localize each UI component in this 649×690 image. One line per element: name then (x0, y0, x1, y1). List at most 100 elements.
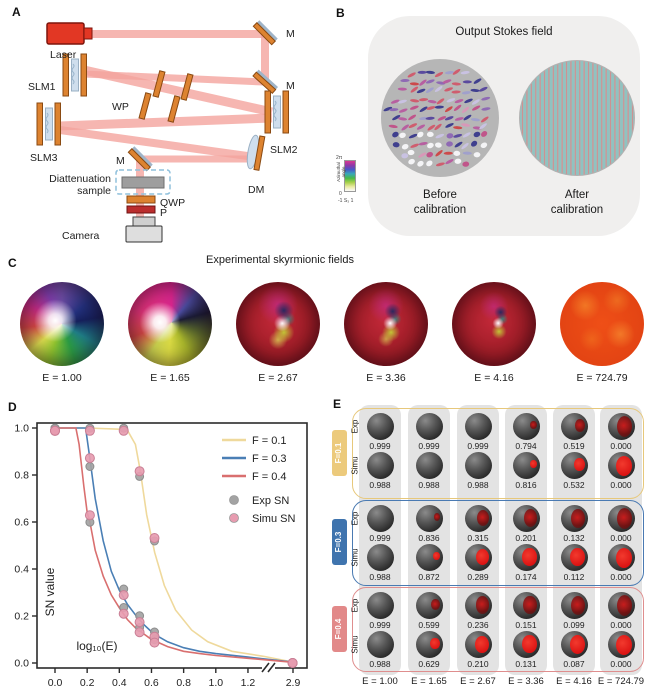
exp-sphere (607, 413, 635, 440)
red-defect-patch (433, 551, 440, 560)
curve-F0.4 (55, 427, 294, 664)
calibrated-stripe-field (520, 61, 634, 175)
red-defect-patch (616, 416, 632, 437)
y-tick-label: 1.0 (14, 423, 29, 435)
simu-sphere (415, 544, 443, 571)
x-tick-label: 0.4 (112, 677, 127, 689)
exp-sphere (512, 592, 540, 619)
column-strip (553, 405, 595, 675)
plot-frame (36, 422, 308, 669)
mirror-icon (252, 69, 279, 95)
sn-value: 0.532 (563, 480, 585, 490)
simu-sphere (560, 544, 588, 571)
simu-sphere (560, 631, 588, 658)
red-defect-patch (523, 595, 537, 615)
red-defect-patch (433, 513, 440, 521)
skyrmion-sphere (128, 282, 212, 366)
f-tab-label: F=0.4 (334, 618, 343, 639)
sn-value: 0.999 (467, 441, 489, 451)
legend-label: F = 0.4 (252, 471, 287, 483)
simu-sphere (512, 631, 540, 658)
exp-sphere (366, 505, 394, 532)
red-defect-patch (477, 509, 489, 526)
simu-sn-point (134, 627, 145, 638)
red-defect-patch (476, 596, 489, 614)
sn-value: 0.988 (369, 572, 391, 582)
sn-value: 0.999 (369, 441, 391, 451)
simu-sn-point (134, 617, 145, 628)
red-defect-patch (521, 635, 537, 654)
qwp-icon (126, 195, 156, 204)
skyrmionic-fields-title: Experimental skyrmionic fields (206, 254, 354, 266)
exp-sphere (512, 413, 540, 440)
e-value-label: E = 1.65 (150, 372, 190, 384)
sn-value: 0.794 (515, 441, 537, 451)
skyrmion-sphere (560, 282, 644, 366)
stokes-field-title: Output Stokes field (455, 26, 553, 38)
e-column-label: E = 1.00 (362, 676, 398, 687)
sn-value: 0.519 (563, 441, 585, 451)
simu-sphere (560, 452, 588, 479)
panel-b-letter: B (336, 6, 345, 20)
exp-sphere (560, 505, 588, 532)
sn-value: 0.112 (563, 572, 585, 582)
sn-value: 0.000 (610, 480, 632, 490)
x-tick-label: 0.6 (144, 677, 159, 689)
diattenuation-label-1: Diattenuation (49, 173, 111, 185)
legend-dot (229, 495, 239, 505)
red-defect-patch (474, 635, 489, 653)
exp-sphere (464, 505, 492, 532)
x-tick-label: 1.0 (208, 677, 223, 689)
slm2-icon (264, 90, 289, 134)
red-defect-patch (615, 455, 632, 476)
sn-value: 0.132 (563, 533, 585, 543)
x-tick-label: 0.2 (80, 677, 95, 689)
simu-sphere (464, 631, 492, 658)
exp-sphere (464, 592, 492, 619)
simu-sphere (464, 544, 492, 571)
panel-d-letter: D (8, 400, 17, 414)
exp-sn-point (85, 462, 95, 471)
panel-b-stokes-field: B Output Stokes field Before calibration … (336, 2, 649, 252)
y-tick-label: 0.4 (14, 564, 29, 576)
y-axis-label: SN value (43, 567, 57, 616)
y-tick-label: 0.8 (14, 470, 29, 482)
sn-value: 0.999 (418, 441, 440, 451)
exp-sphere (560, 413, 588, 440)
sn-value: 0.988 (369, 480, 391, 490)
dm-icon (246, 134, 266, 171)
mirror-label: M (286, 28, 295, 40)
simu-sphere (512, 544, 540, 571)
exp-sphere (366, 413, 394, 440)
sn-value: 0.999 (369, 620, 391, 630)
sn-value: 0.174 (515, 572, 537, 582)
panel-a-optical-setup: A (12, 5, 298, 243)
diattenuation-label-2: sample (77, 185, 111, 197)
panel-e-letter: E (333, 397, 342, 411)
colorbar-axis-label: Azimuthal angle (336, 162, 346, 182)
exp-sphere (415, 413, 443, 440)
axis-break-slash (261, 662, 270, 673)
red-defect-patch (575, 419, 585, 432)
mirror-label: M (116, 155, 125, 167)
simu-sn-point (287, 658, 298, 668)
exp-sphere (607, 505, 635, 532)
laser-label: Laser (50, 49, 77, 61)
simu-sn-point (84, 510, 95, 521)
slm1-label: SLM1 (28, 81, 56, 93)
column-strip (600, 405, 642, 675)
e-column-label: E = 4.16 (556, 676, 592, 687)
exp-sphere (415, 505, 443, 532)
simu-sphere (512, 452, 540, 479)
x-axis-label: log₁₀(E) (76, 639, 117, 653)
azimuthal-angle-colorbar (344, 160, 356, 192)
red-defect-patch (570, 595, 585, 615)
mirror-icon (127, 146, 153, 172)
simu-sn-point (84, 453, 95, 464)
sn-value: 0.000 (610, 659, 632, 669)
x-tick-label: 2.9 (286, 677, 301, 689)
sn-value: 0.000 (610, 441, 632, 451)
y-tick-label: 0.0 (14, 658, 29, 670)
f-tab (332, 605, 347, 652)
